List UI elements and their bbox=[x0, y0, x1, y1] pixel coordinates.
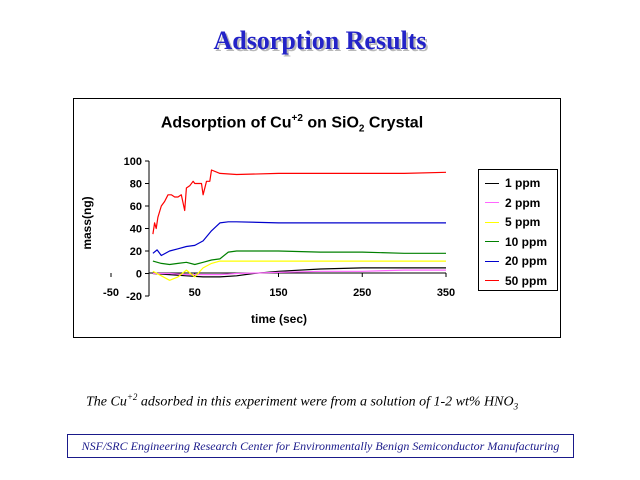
legend-swatch bbox=[485, 221, 499, 223]
series-line-5-ppm bbox=[152, 260, 446, 281]
legend-item: 50 ppm bbox=[485, 272, 547, 290]
x-tick-label: 350 bbox=[437, 287, 455, 299]
legend-item: 2 ppm bbox=[485, 194, 540, 212]
organization-banner: NSF/SRC Engineering Research Center for … bbox=[67, 434, 574, 458]
legend-swatch bbox=[485, 182, 499, 184]
y-axis-label: mass(ng) bbox=[80, 196, 94, 249]
line-chart: -20 0 20 40 60 80 100 -50 50 150 250 350 time (sec) m… bbox=[80, 156, 455, 326]
y-tick-label: 100 bbox=[124, 156, 142, 168]
y-tick-label: 80 bbox=[130, 179, 142, 191]
legend-label: 10 ppm bbox=[505, 234, 548, 249]
legend-label: 50 ppm bbox=[505, 273, 548, 288]
legend-item: 5 ppm bbox=[485, 213, 540, 231]
legend-swatch bbox=[485, 280, 499, 281]
y-tick-label: 60 bbox=[130, 201, 142, 213]
series-line-1-ppm bbox=[152, 267, 446, 278]
x-tick-label: 50 bbox=[189, 287, 201, 299]
legend-swatch bbox=[485, 260, 499, 262]
chart-legend: 1 ppm 2 ppm 5 ppm 10 ppm 20 ppm 50 ppm bbox=[478, 169, 558, 291]
y-tick-label: 0 bbox=[136, 269, 142, 281]
legend-item: 20 ppm bbox=[485, 252, 547, 270]
x-tick-label: -50 bbox=[103, 287, 119, 299]
x-tick-label: 250 bbox=[353, 287, 371, 299]
y-tick-label: 40 bbox=[130, 224, 142, 236]
legend-label: 1 ppm bbox=[505, 176, 541, 190]
legend-swatch bbox=[485, 241, 499, 242]
slide-footnote: The Cu+2 adsorbed in this experiment wer… bbox=[86, 392, 519, 412]
chart-frame: Adsorption of Cu+2 on SiO2 Crystal -20 0 2… bbox=[73, 98, 561, 338]
legend-label: 2 ppm bbox=[505, 195, 541, 210]
series-line-10-ppm bbox=[152, 250, 446, 266]
legend-item: 10 ppm bbox=[485, 233, 547, 251]
x-axis-label: time (sec) bbox=[251, 312, 307, 326]
series-line-20-ppm bbox=[152, 221, 446, 257]
legend-swatch bbox=[485, 202, 499, 203]
x-tick-label: 150 bbox=[269, 287, 287, 299]
y-tick-label: -20 bbox=[126, 291, 142, 303]
legend-label: 20 ppm bbox=[505, 254, 548, 268]
legend-item: 1 ppm bbox=[485, 174, 540, 192]
chart-title: Adsorption of Cu+2 on SiO2 Crystal bbox=[160, 113, 424, 135]
legend-label: 5 ppm bbox=[505, 215, 541, 229]
y-tick-label: 20 bbox=[130, 246, 142, 258]
slide-title: Adsorption Results bbox=[213, 26, 427, 55]
series-line-50-ppm bbox=[152, 169, 447, 235]
